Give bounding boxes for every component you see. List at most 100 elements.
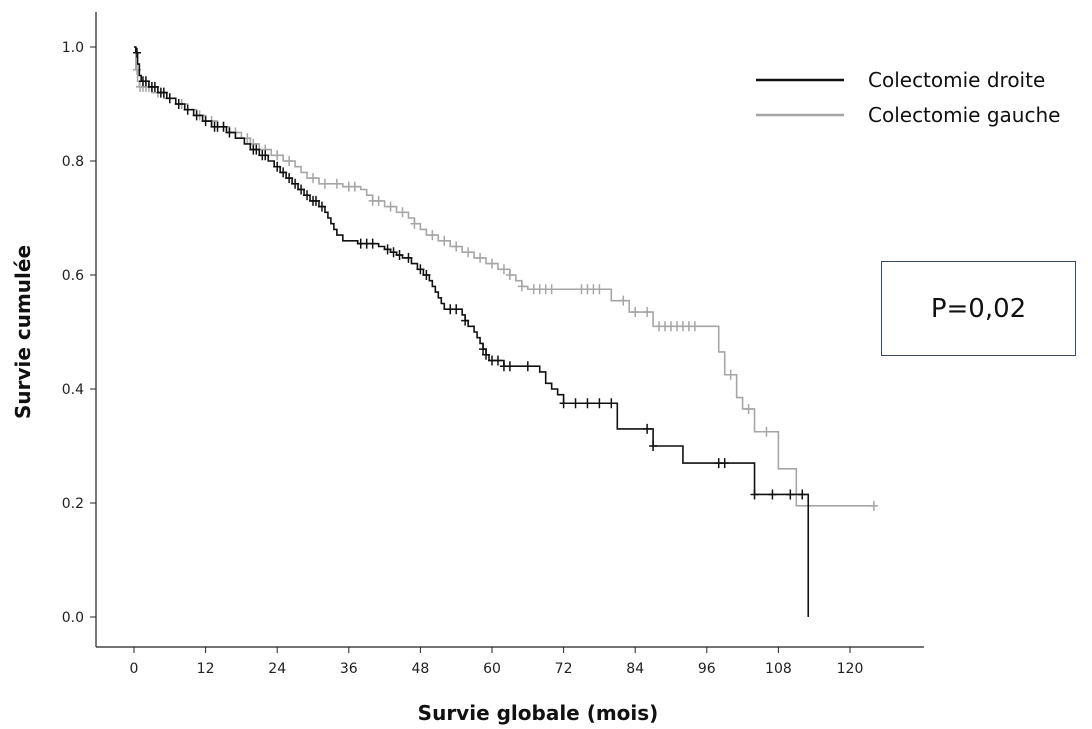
censor-mark bbox=[720, 458, 729, 469]
censor-mark bbox=[476, 252, 485, 263]
y-tick-label: 1.0 bbox=[62, 40, 84, 56]
censor-mark bbox=[559, 398, 568, 409]
censor-mark bbox=[523, 361, 532, 372]
censor-mark bbox=[159, 87, 168, 98]
censor-mark bbox=[225, 127, 234, 138]
censor-mark bbox=[317, 201, 326, 212]
x-axis-label: Survie globale (mois) bbox=[418, 701, 659, 725]
censor-mark bbox=[374, 195, 383, 206]
series-colectomie-droite bbox=[132, 46, 810, 617]
censor-mark bbox=[252, 144, 261, 155]
censor-mark bbox=[482, 349, 491, 360]
y-tick-label: 0.2 bbox=[62, 496, 84, 512]
x-tick-label: 108 bbox=[765, 661, 792, 677]
censor-mark bbox=[505, 361, 514, 372]
censor-mark bbox=[607, 398, 616, 409]
censor-mark bbox=[273, 161, 282, 172]
censor-mark bbox=[261, 150, 270, 161]
censor-mark bbox=[452, 241, 461, 252]
censor-mark bbox=[452, 304, 461, 315]
censor-mark bbox=[440, 235, 449, 246]
y-tick-label: 0.4 bbox=[62, 382, 84, 398]
censor-mark bbox=[350, 181, 359, 192]
y-tick-label: 0.8 bbox=[62, 154, 84, 170]
x-tick-label: 24 bbox=[268, 661, 286, 677]
censor-mark bbox=[464, 247, 473, 258]
censor-mark bbox=[750, 489, 759, 500]
censor-mark bbox=[786, 489, 795, 500]
p-value-label: P=0,02 bbox=[930, 293, 1027, 324]
chart-series bbox=[132, 46, 878, 617]
x-tick-label: 84 bbox=[626, 661, 644, 677]
censor-mark bbox=[547, 284, 556, 295]
censor-mark bbox=[150, 81, 159, 92]
series-colectomie-gauche bbox=[132, 46, 878, 511]
x-tick-label: 72 bbox=[555, 661, 573, 677]
y-axis-ticks: 0.0 0.2 0.4 0.6 0.8 1.0 bbox=[62, 40, 96, 626]
censor-mark bbox=[595, 398, 604, 409]
censor-mark bbox=[422, 270, 431, 280]
censor-mark bbox=[690, 321, 699, 332]
censor-mark bbox=[291, 178, 300, 189]
censor-mark bbox=[762, 426, 771, 437]
censor-mark bbox=[303, 190, 312, 201]
censor-mark bbox=[571, 398, 580, 409]
x-tick-label: 96 bbox=[698, 661, 716, 677]
y-tick-label: 0.6 bbox=[62, 268, 84, 284]
censor-mark bbox=[416, 264, 425, 275]
censor-mark bbox=[768, 489, 777, 500]
censor-mark bbox=[386, 201, 395, 212]
censor-mark bbox=[404, 252, 413, 263]
censor-mark bbox=[297, 184, 306, 195]
x-tick-label: 60 bbox=[483, 661, 501, 677]
censor-mark bbox=[499, 264, 508, 275]
chart-axes bbox=[95, 12, 924, 648]
y-axis-label: Survie cumulée bbox=[11, 245, 35, 419]
censor-mark bbox=[165, 93, 174, 104]
p-value-box: P=0,02 bbox=[881, 261, 1076, 356]
x-tick-label: 120 bbox=[837, 661, 864, 677]
censor-mark bbox=[595, 284, 604, 295]
censor-mark bbox=[174, 99, 183, 109]
censor-mark bbox=[726, 369, 735, 380]
x-tick-label: 48 bbox=[411, 661, 429, 677]
legend-label-colectomie-gauche: Colectomie gauche bbox=[868, 103, 1060, 127]
censor-mark bbox=[285, 173, 294, 184]
censor-mark bbox=[192, 110, 201, 121]
survival-curve-colectomie-droite bbox=[134, 46, 810, 617]
x-tick-label: 36 bbox=[340, 661, 358, 677]
censor-mark bbox=[461, 315, 470, 326]
censor-mark bbox=[389, 247, 398, 258]
censor-mark bbox=[383, 244, 392, 255]
censor-mark bbox=[798, 489, 807, 500]
x-tick-label: 0 bbox=[130, 661, 139, 677]
censor-mark bbox=[368, 238, 377, 249]
censor-mark bbox=[132, 47, 141, 58]
censor-mark bbox=[479, 344, 488, 355]
censor-mark bbox=[643, 423, 652, 434]
censor-mark bbox=[488, 258, 496, 269]
censor-mark bbox=[219, 121, 228, 132]
y-tick-label: 0.0 bbox=[62, 610, 84, 626]
x-tick-label: 12 bbox=[197, 661, 215, 677]
censor-mark bbox=[285, 156, 294, 166]
chart-legend: Colectomie droite Colectomie gauche bbox=[756, 68, 1060, 127]
censor-mark bbox=[309, 173, 317, 184]
censor-mark bbox=[273, 150, 282, 161]
censor-mark bbox=[395, 250, 404, 261]
censor-mark bbox=[493, 355, 502, 366]
censor-mark bbox=[505, 270, 514, 280]
censor-mark bbox=[583, 398, 592, 409]
censor-mark bbox=[279, 167, 288, 178]
legend-label-colectomie-droite: Colectomie droite bbox=[868, 68, 1045, 92]
censor-mark bbox=[744, 403, 753, 414]
censor-mark bbox=[869, 500, 878, 511]
censor-mark bbox=[428, 230, 437, 241]
censor-mark bbox=[141, 76, 150, 87]
censor-mark bbox=[332, 178, 341, 189]
censor-mark bbox=[619, 295, 628, 306]
censor-mark bbox=[410, 218, 419, 229]
x-axis-ticks: 0 12 24 36 48 60 72 84 96 108 120 bbox=[130, 647, 864, 677]
censor-mark bbox=[320, 178, 329, 189]
